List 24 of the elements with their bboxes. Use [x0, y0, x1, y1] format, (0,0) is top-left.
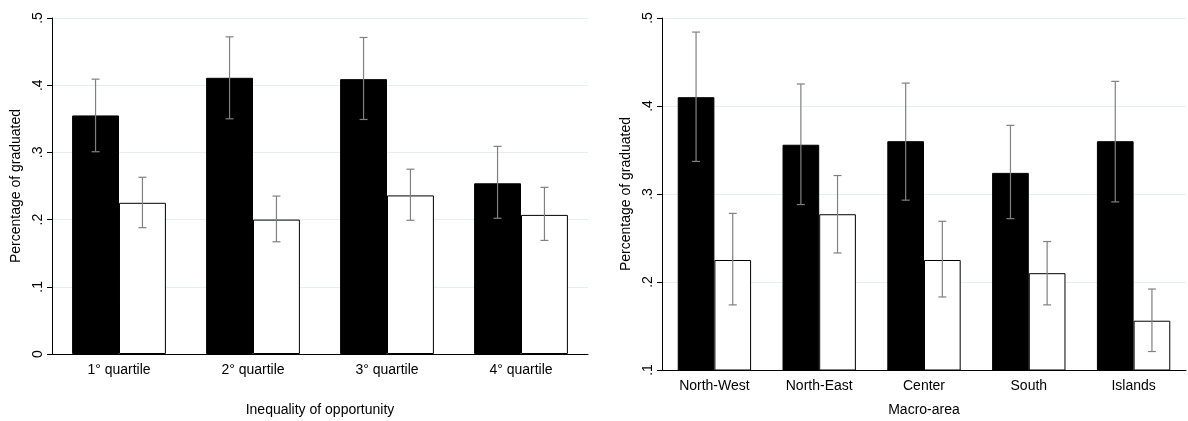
- y-tick-label: .5: [639, 11, 655, 24]
- y-tick-label: .4: [639, 99, 655, 112]
- y-tick-label: .5: [29, 11, 45, 24]
- y-axis-title: Percentage of graduated: [617, 116, 633, 272]
- y-tick-label: .1: [639, 363, 655, 376]
- x-tick-label: 1° quartile: [87, 361, 151, 377]
- x-tick-label: Center: [902, 377, 946, 393]
- y-tick-label: .3: [639, 187, 655, 200]
- x-tick-label: 4° quartile: [489, 361, 553, 377]
- x-tick-label: North-West: [679, 377, 750, 393]
- y-tick-label: .1: [29, 280, 45, 293]
- x-tick-label: North-East: [785, 377, 853, 393]
- y-tick-label: .2: [639, 275, 655, 288]
- x-tick-label: Islands: [1111, 377, 1156, 393]
- x-axis-title: Inequality of opportunity: [245, 401, 395, 417]
- x-tick-label: 2° quartile: [221, 361, 285, 377]
- x-tick-label: South: [1010, 377, 1048, 393]
- x-axis-title: Macro-area: [888, 401, 960, 417]
- x-tick-label: 3° quartile: [355, 361, 419, 377]
- y-tick-label: .2: [29, 213, 45, 226]
- y-tick-label: .3: [29, 146, 45, 159]
- y-tick-label: .4: [29, 79, 45, 92]
- y-axis-title: Percentage of graduated: [7, 108, 23, 264]
- y-tick-label: 0: [29, 349, 45, 358]
